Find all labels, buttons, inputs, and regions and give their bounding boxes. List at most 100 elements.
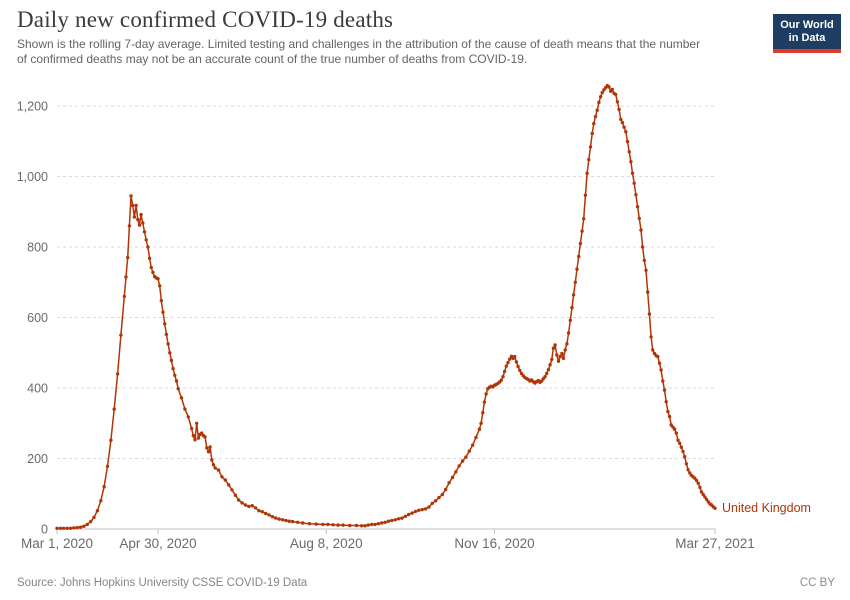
data-point-marker[interactable] <box>168 351 172 355</box>
data-point-marker[interactable] <box>336 523 340 527</box>
data-point-marker[interactable] <box>366 523 370 527</box>
data-point-marker[interactable] <box>637 216 641 221</box>
data-point-marker[interactable] <box>274 516 278 520</box>
data-point-marker[interactable] <box>484 392 488 396</box>
data-point-marker[interactable] <box>142 230 147 234</box>
data-point-marker[interactable] <box>109 438 113 442</box>
data-point-marker[interactable] <box>516 364 520 369</box>
data-point-marker[interactable] <box>607 85 611 89</box>
data-point-marker[interactable] <box>545 371 549 376</box>
data-point-marker[interactable] <box>640 245 645 249</box>
data-point-marker[interactable] <box>701 492 705 497</box>
data-point-marker[interactable] <box>482 400 487 404</box>
data-point-marker[interactable] <box>210 458 214 462</box>
data-point-marker[interactable] <box>179 396 184 400</box>
data-point-marker[interactable] <box>417 508 421 512</box>
data-point-marker[interactable] <box>561 356 566 361</box>
data-point-marker[interactable] <box>600 90 604 95</box>
data-point-marker[interactable] <box>380 521 384 525</box>
owid-logo[interactable]: Our World in Data <box>773 14 841 53</box>
data-point-marker[interactable] <box>301 521 305 525</box>
data-point-marker[interactable] <box>136 217 140 222</box>
data-point-marker[interactable] <box>558 354 562 359</box>
data-point-marker[interactable] <box>403 514 408 518</box>
data-point-marker[interactable] <box>694 478 699 483</box>
data-point-marker[interactable] <box>666 409 670 414</box>
data-point-marker[interactable] <box>672 427 677 431</box>
series-line[interactable] <box>56 84 716 530</box>
data-point-marker[interactable] <box>471 443 475 447</box>
data-point-marker[interactable] <box>237 498 241 502</box>
data-point-marker[interactable] <box>646 290 650 294</box>
data-point-marker[interactable] <box>216 468 221 472</box>
data-point-marker[interactable] <box>78 525 83 529</box>
data-point-marker[interactable] <box>550 357 554 362</box>
data-point-marker[interactable] <box>518 368 522 373</box>
data-point-marker[interactable] <box>68 526 73 530</box>
data-point-marker[interactable] <box>566 331 571 335</box>
data-point-marker[interactable] <box>592 121 596 126</box>
data-point-marker[interactable] <box>642 258 646 263</box>
data-point-marker[interactable] <box>662 388 667 392</box>
data-point-marker[interactable] <box>163 322 167 326</box>
data-point-marker[interactable] <box>119 333 123 337</box>
data-point-marker[interactable] <box>230 488 234 492</box>
data-point-marker[interactable] <box>376 522 381 526</box>
data-point-marker[interactable] <box>390 518 394 523</box>
data-point-marker[interactable] <box>615 100 620 104</box>
data-point-marker[interactable] <box>270 515 275 519</box>
data-point-marker[interactable] <box>420 507 424 512</box>
data-point-marker[interactable] <box>578 241 583 246</box>
data-point-marker[interactable] <box>656 354 660 359</box>
data-point-marker[interactable] <box>95 509 100 513</box>
data-point-marker[interactable] <box>62 526 66 530</box>
data-point-marker[interactable] <box>551 346 556 350</box>
data-point-marker[interactable] <box>635 205 640 209</box>
data-point-marker[interactable] <box>122 294 127 299</box>
data-point-marker[interactable] <box>354 523 359 528</box>
data-point-marker[interactable] <box>410 511 414 515</box>
data-point-marker[interactable] <box>573 280 577 284</box>
data-point-marker[interactable] <box>290 519 295 524</box>
data-point-marker[interactable] <box>127 224 132 228</box>
data-point-marker[interactable] <box>144 238 148 242</box>
data-point-marker[interactable] <box>166 342 170 346</box>
data-point-marker[interactable] <box>193 438 197 442</box>
data-point-marker[interactable] <box>423 507 428 511</box>
data-point-marker[interactable] <box>58 526 63 530</box>
data-point-marker[interactable] <box>688 471 692 475</box>
data-point-marker[interactable] <box>560 351 564 356</box>
data-point-marker[interactable] <box>568 318 572 322</box>
data-point-marker[interactable] <box>639 228 643 232</box>
data-point-marker[interactable] <box>674 431 678 435</box>
data-point-marker[interactable] <box>257 509 261 513</box>
data-point-marker[interactable] <box>667 414 672 419</box>
data-point-marker[interactable] <box>587 157 591 162</box>
data-point-marker[interactable] <box>632 181 636 185</box>
data-point-marker[interactable] <box>280 518 285 522</box>
data-point-marker[interactable] <box>703 495 707 499</box>
data-point-marker[interactable] <box>253 506 258 510</box>
data-point-marker[interactable] <box>713 506 717 510</box>
data-point-marker[interactable] <box>341 523 345 527</box>
data-point-marker[interactable] <box>213 466 217 470</box>
data-point-marker[interactable] <box>625 139 630 144</box>
data-point-marker[interactable] <box>430 501 434 505</box>
data-point-marker[interactable] <box>55 526 59 530</box>
data-point-marker[interactable] <box>593 114 598 119</box>
data-point-marker[interactable] <box>649 335 653 339</box>
data-point-marker[interactable] <box>440 492 445 497</box>
data-point-marker[interactable] <box>580 229 584 233</box>
data-point-marker[interactable] <box>624 130 628 134</box>
data-point-marker[interactable] <box>85 522 90 527</box>
data-point-marker[interactable] <box>176 387 180 391</box>
data-point-marker[interactable] <box>585 171 589 175</box>
data-point-marker[interactable] <box>661 379 665 383</box>
data-point-marker[interactable] <box>149 265 153 270</box>
data-point-marker[interactable] <box>617 107 621 112</box>
data-point-marker[interactable] <box>287 519 291 523</box>
data-point-marker[interactable] <box>563 348 567 352</box>
data-point-marker[interactable] <box>588 145 593 149</box>
data-point-marker[interactable] <box>556 359 561 363</box>
